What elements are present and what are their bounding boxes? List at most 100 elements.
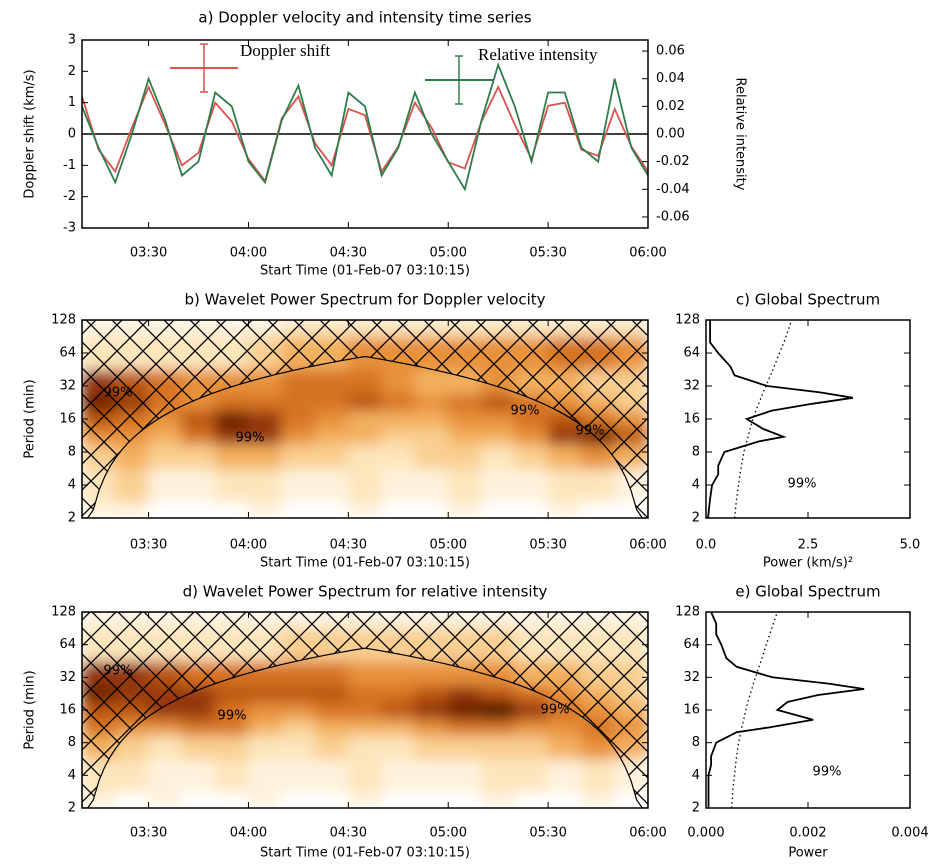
heat-cell: [181, 734, 216, 760]
heat-cell: [214, 501, 249, 518]
heat-cell: [347, 501, 383, 518]
panel-title: c) Global Spectrum: [736, 291, 880, 309]
heat-cell: [314, 684, 349, 702]
y2-tick-label: 0.00: [656, 127, 685, 142]
heat-cell: [481, 684, 516, 702]
heat-cell: [381, 718, 416, 736]
heat-cell: [414, 393, 449, 411]
heat-cell: [314, 734, 349, 760]
y-tick-label: -1: [63, 158, 76, 173]
heat-cell: [347, 443, 383, 469]
heat-cell: [314, 501, 349, 518]
x-axis-label: Start Time (01-Feb-07 03:10:15): [260, 264, 470, 279]
annotation: 99%: [511, 404, 540, 419]
heat-cell: [381, 734, 416, 760]
x-tick-label: 04:30: [330, 538, 367, 553]
heat-cell: [481, 758, 516, 793]
heat-cell: [214, 791, 249, 808]
heat-cell: [148, 758, 183, 793]
heat-cell: [281, 468, 316, 502]
heat-cell: [414, 718, 449, 736]
heat-cell: [181, 443, 216, 469]
heat-cell: [181, 427, 216, 445]
y-tick-label: -2: [63, 189, 76, 204]
heat-cell: [314, 718, 349, 736]
heat-cell: [247, 700, 283, 720]
y-tick-label: 4: [68, 768, 76, 783]
y-tick-label: 64: [59, 637, 76, 652]
heat-cell: [447, 684, 483, 702]
heat-cell: [148, 468, 183, 502]
heat-cell: [247, 393, 283, 411]
x-tick-label: 2.5: [798, 538, 819, 553]
heat-cell: [247, 758, 283, 793]
heat-cell: [381, 684, 416, 702]
x-tick-label: 0.0: [696, 538, 717, 553]
series-line: [707, 612, 865, 808]
heat-cell: [281, 734, 316, 760]
y-tick-label: 4: [68, 478, 76, 493]
x-tick-label: 05:30: [529, 538, 566, 553]
cone-of-influence: [82, 612, 648, 808]
series-line: [733, 320, 793, 518]
heat-cell: [514, 409, 549, 429]
heat-cell: [481, 443, 516, 469]
heat-cell: [247, 718, 283, 736]
heat-cell: [247, 734, 283, 760]
y-tick-label: 16: [59, 703, 76, 718]
heat-cell: [514, 758, 549, 793]
y2-axis-label: Relative intensity: [733, 78, 748, 191]
legend-label: Doppler shift: [240, 41, 330, 60]
y2-tick-label: -0.02: [656, 154, 690, 169]
y-tick-label: 16: [683, 703, 700, 718]
y-tick-label: 16: [59, 412, 76, 427]
heat-cell: [381, 468, 416, 502]
heat-cell: [381, 501, 416, 518]
y-tick-label: 32: [683, 670, 700, 685]
heat-cell: [281, 443, 316, 469]
x-tick-label: 05:30: [529, 826, 566, 841]
heat-cell: [481, 427, 516, 445]
heat-cell: [514, 443, 549, 469]
annotation: 99%: [236, 431, 265, 446]
heat-cell: [148, 501, 183, 518]
heat-cell: [481, 468, 516, 502]
heat-cell: [347, 718, 383, 736]
heat-cell: [547, 718, 582, 736]
annotation: 99%: [218, 709, 247, 724]
annotation: 99%: [541, 703, 570, 718]
heat-cell: [214, 443, 249, 469]
heat-cell: [481, 718, 516, 736]
heat-cell: [481, 409, 516, 429]
y-tick-label: 2: [68, 511, 76, 526]
heat-cell: [314, 443, 349, 469]
heat-cell: [314, 369, 349, 395]
heat-cell: [281, 791, 316, 808]
heat-cell: [580, 758, 616, 793]
x-tick-label: 0.000: [687, 826, 724, 841]
heat-cell: [347, 660, 383, 686]
heat-cell: [314, 427, 349, 445]
x-tick-label: 06:00: [629, 246, 666, 261]
y-tick-label: 32: [683, 379, 700, 394]
heat-cell: [281, 684, 316, 702]
y-tick-label: 16: [683, 412, 700, 427]
heat-cell: [214, 393, 249, 411]
heat-cell: [481, 791, 516, 808]
x-tick-label: 03:30: [130, 246, 167, 261]
heat-cell: [347, 393, 383, 411]
lines: [82, 62, 648, 192]
heat-cell: [247, 501, 283, 518]
heat-cell: [514, 718, 549, 736]
x-tick-label: 06:00: [629, 826, 666, 841]
heat-cell: [514, 700, 549, 720]
y-tick-label: 64: [59, 346, 76, 361]
heat-cell: [381, 443, 416, 469]
heat-cell: [447, 409, 483, 429]
heat-cell: [547, 734, 582, 760]
heat-cell: [214, 718, 249, 736]
heat-cell: [281, 758, 316, 793]
heat-cell: [547, 758, 582, 793]
heat-cell: [247, 684, 283, 702]
y-tick-label: 2: [692, 801, 700, 816]
